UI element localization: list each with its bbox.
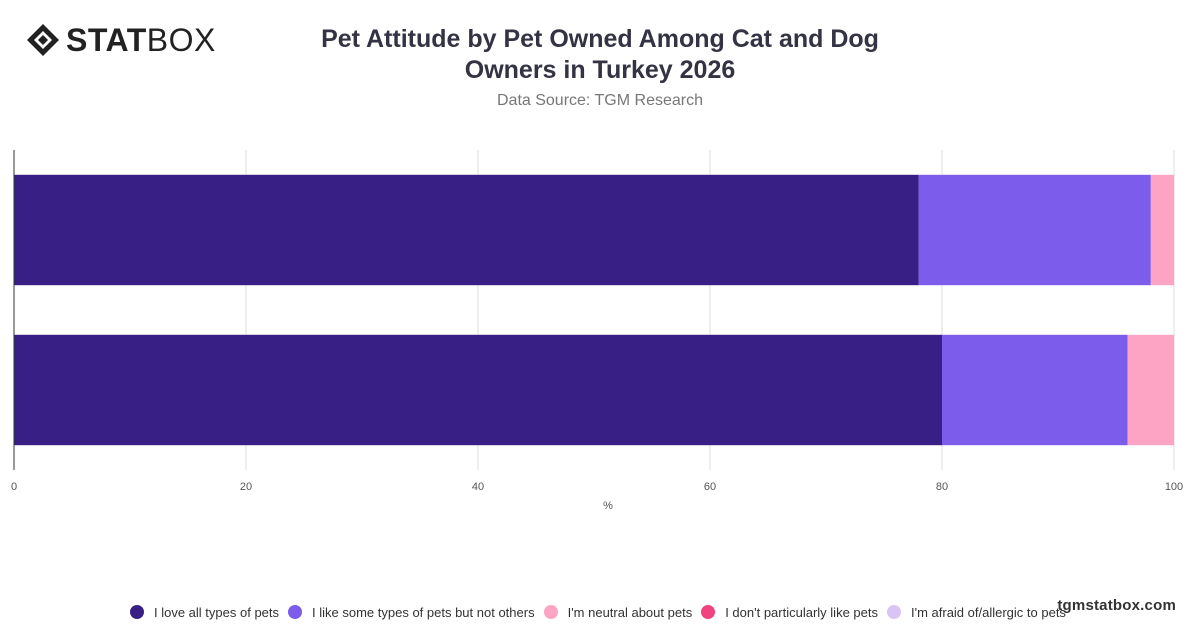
legend-label: I'm neutral about pets: [567, 604, 693, 620]
legend-label: I don't particularly like pets: [725, 604, 878, 620]
bar-segment: [1127, 334, 1174, 446]
bar-segment: [942, 334, 1128, 446]
legend-item[interactable]: I'm afraid of/allergic to pets: [886, 604, 1066, 620]
x-tick-label: 0: [11, 481, 17, 493]
stacked-bar-chart: 0 20 40 60 80 100%: [11, 150, 1183, 512]
x-tick-label: 20: [240, 481, 252, 493]
logo-text-bold: STAT: [66, 22, 147, 58]
x-axis-label: %: [603, 500, 613, 512]
legend-item[interactable]: I'm neutral about pets: [543, 604, 693, 620]
x-tick-label: 40: [472, 481, 484, 493]
legend-label: I love all types of pets: [154, 604, 280, 620]
legend-label: I'm afraid of/allergic to pets: [910, 604, 1066, 620]
bar-segment: [14, 174, 919, 286]
legend-item[interactable]: I like some types of pets but not others: [288, 605, 535, 620]
bar-segment: [14, 334, 942, 446]
logo-text-light: BOX: [146, 22, 216, 58]
legend-item[interactable]: I don't particularly like pets: [701, 605, 878, 620]
statbox-logo[interactable]: STATBOX: [26, 22, 216, 58]
bar-segment: [918, 174, 1151, 286]
x-tick-label: 80: [936, 481, 948, 493]
logo-wordmark: STATBOX: [66, 22, 216, 58]
chart-title: Pet Attitude by Pet Owned Among Cat and …: [321, 25, 879, 84]
legend-marker-icon: [543, 605, 558, 619]
statbox-diamond-icon: [27, 24, 59, 56]
x-tick-label: 100: [1165, 481, 1183, 493]
chart-subtitle: Data Source: TGM Research: [496, 92, 703, 109]
x-tick-label: 60: [704, 481, 716, 493]
bar-segment: [1150, 174, 1174, 286]
legend-label: I like some types of pets but not others: [312, 604, 535, 620]
watermark: tgmstatbox.com: [1057, 597, 1176, 614]
legend-marker-icon: [288, 605, 303, 619]
chart-legend: I love all types of pets I like some type…: [130, 602, 1075, 622]
legend-marker-icon: [130, 605, 144, 619]
legend-marker-icon: [701, 605, 716, 619]
legend-item[interactable]: I love all types of pets: [130, 605, 279, 620]
legend-marker-icon: [886, 605, 901, 619]
